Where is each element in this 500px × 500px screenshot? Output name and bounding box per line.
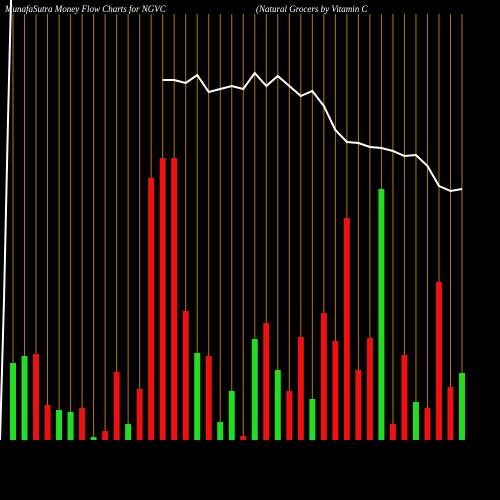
bar [412, 402, 419, 440]
bar [67, 412, 74, 440]
bar [424, 408, 431, 440]
bar [102, 431, 109, 440]
bar [343, 218, 350, 440]
line-edge [0, 0, 12, 441]
bar [182, 311, 189, 440]
bar [228, 391, 235, 440]
bar [194, 353, 201, 440]
money-flow-line [162, 71, 463, 193]
bar [240, 436, 247, 440]
bar [251, 339, 258, 440]
bar [125, 424, 132, 440]
bar [56, 410, 63, 440]
bar [332, 341, 339, 440]
bar [459, 373, 465, 440]
bar [435, 282, 442, 440]
bar [447, 387, 454, 440]
bar [274, 370, 281, 440]
bar [378, 189, 385, 440]
bar [263, 323, 270, 440]
bar [389, 424, 396, 440]
bar [148, 178, 155, 440]
bar [10, 363, 16, 440]
chart-subtitle: (Natural Grocers by Vitamin C [256, 4, 368, 14]
bar [297, 337, 304, 440]
bar [90, 437, 97, 440]
bar [366, 338, 373, 440]
bar [21, 356, 28, 440]
bar [309, 399, 316, 440]
bar [320, 313, 327, 440]
bar [355, 370, 362, 440]
bar [171, 158, 178, 440]
bar [113, 372, 120, 440]
bar [33, 354, 40, 440]
bar [217, 422, 224, 440]
bar [401, 355, 408, 440]
bar [136, 389, 143, 440]
bar [205, 356, 212, 440]
bar [159, 158, 166, 440]
bar [79, 408, 86, 440]
bar [286, 391, 293, 440]
bar [44, 405, 51, 440]
chart-title: MunafaSutra Money Flow Charts for NGVC [4, 4, 167, 14]
